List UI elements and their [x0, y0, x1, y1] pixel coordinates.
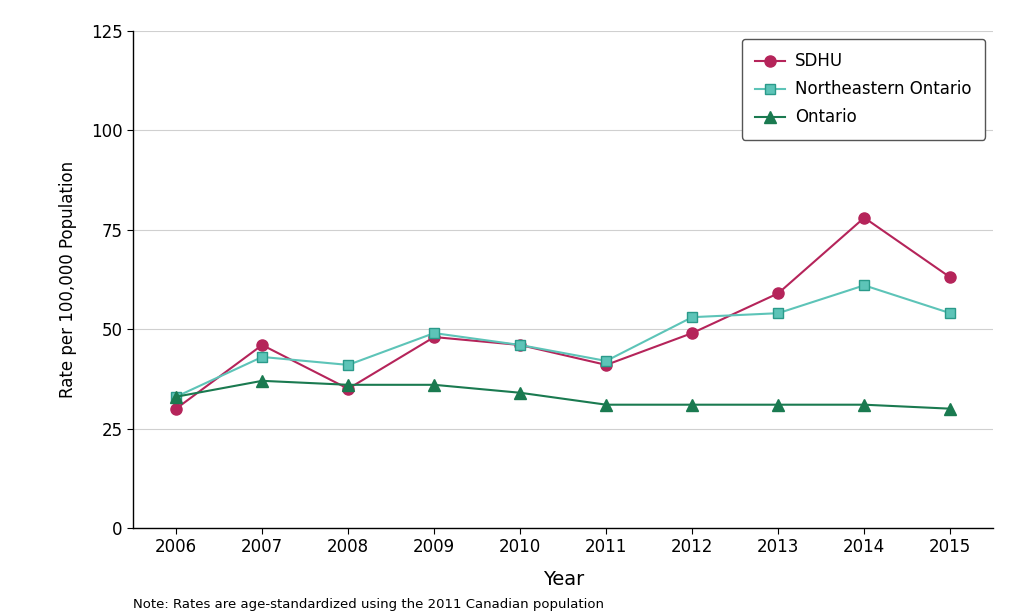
Ontario: [858, 401, 870, 408]
SDHU: [772, 290, 784, 297]
Ontario: [600, 401, 612, 408]
Ontario: [514, 389, 526, 397]
Northeastern Ontario: [772, 309, 784, 317]
Northeastern Ontario: [944, 309, 956, 317]
SDHU: [170, 405, 182, 413]
Northeastern Ontario: [514, 341, 526, 349]
Ontario: [686, 401, 698, 408]
SDHU: [428, 333, 440, 341]
Y-axis label: Rate per 100,000 Population: Rate per 100,000 Population: [59, 161, 77, 398]
SDHU: [342, 385, 354, 392]
Northeastern Ontario: [686, 314, 698, 321]
SDHU: [858, 214, 870, 222]
Legend: SDHU, Northeastern Ontario, Ontario: SDHU, Northeastern Ontario, Ontario: [741, 39, 985, 140]
Ontario: [772, 401, 784, 408]
Ontario: [170, 393, 182, 400]
Northeastern Ontario: [600, 357, 612, 365]
SDHU: [256, 341, 268, 349]
SDHU: [600, 361, 612, 368]
SDHU: [944, 274, 956, 281]
Ontario: [256, 377, 268, 384]
X-axis label: Year: Year: [543, 570, 584, 589]
Northeastern Ontario: [256, 353, 268, 360]
Ontario: [944, 405, 956, 413]
Northeastern Ontario: [858, 282, 870, 289]
Line: Ontario: Ontario: [171, 375, 955, 414]
Ontario: [342, 381, 354, 389]
Text: Note: Rates are age-standardized using the 2011 Canadian population: Note: Rates are age-standardized using t…: [133, 598, 604, 611]
Northeastern Ontario: [428, 329, 440, 336]
Northeastern Ontario: [170, 393, 182, 400]
SDHU: [514, 341, 526, 349]
Ontario: [428, 381, 440, 389]
Northeastern Ontario: [342, 361, 354, 368]
Line: Northeastern Ontario: Northeastern Ontario: [171, 281, 955, 402]
Line: SDHU: SDHU: [171, 212, 955, 414]
SDHU: [686, 329, 698, 336]
